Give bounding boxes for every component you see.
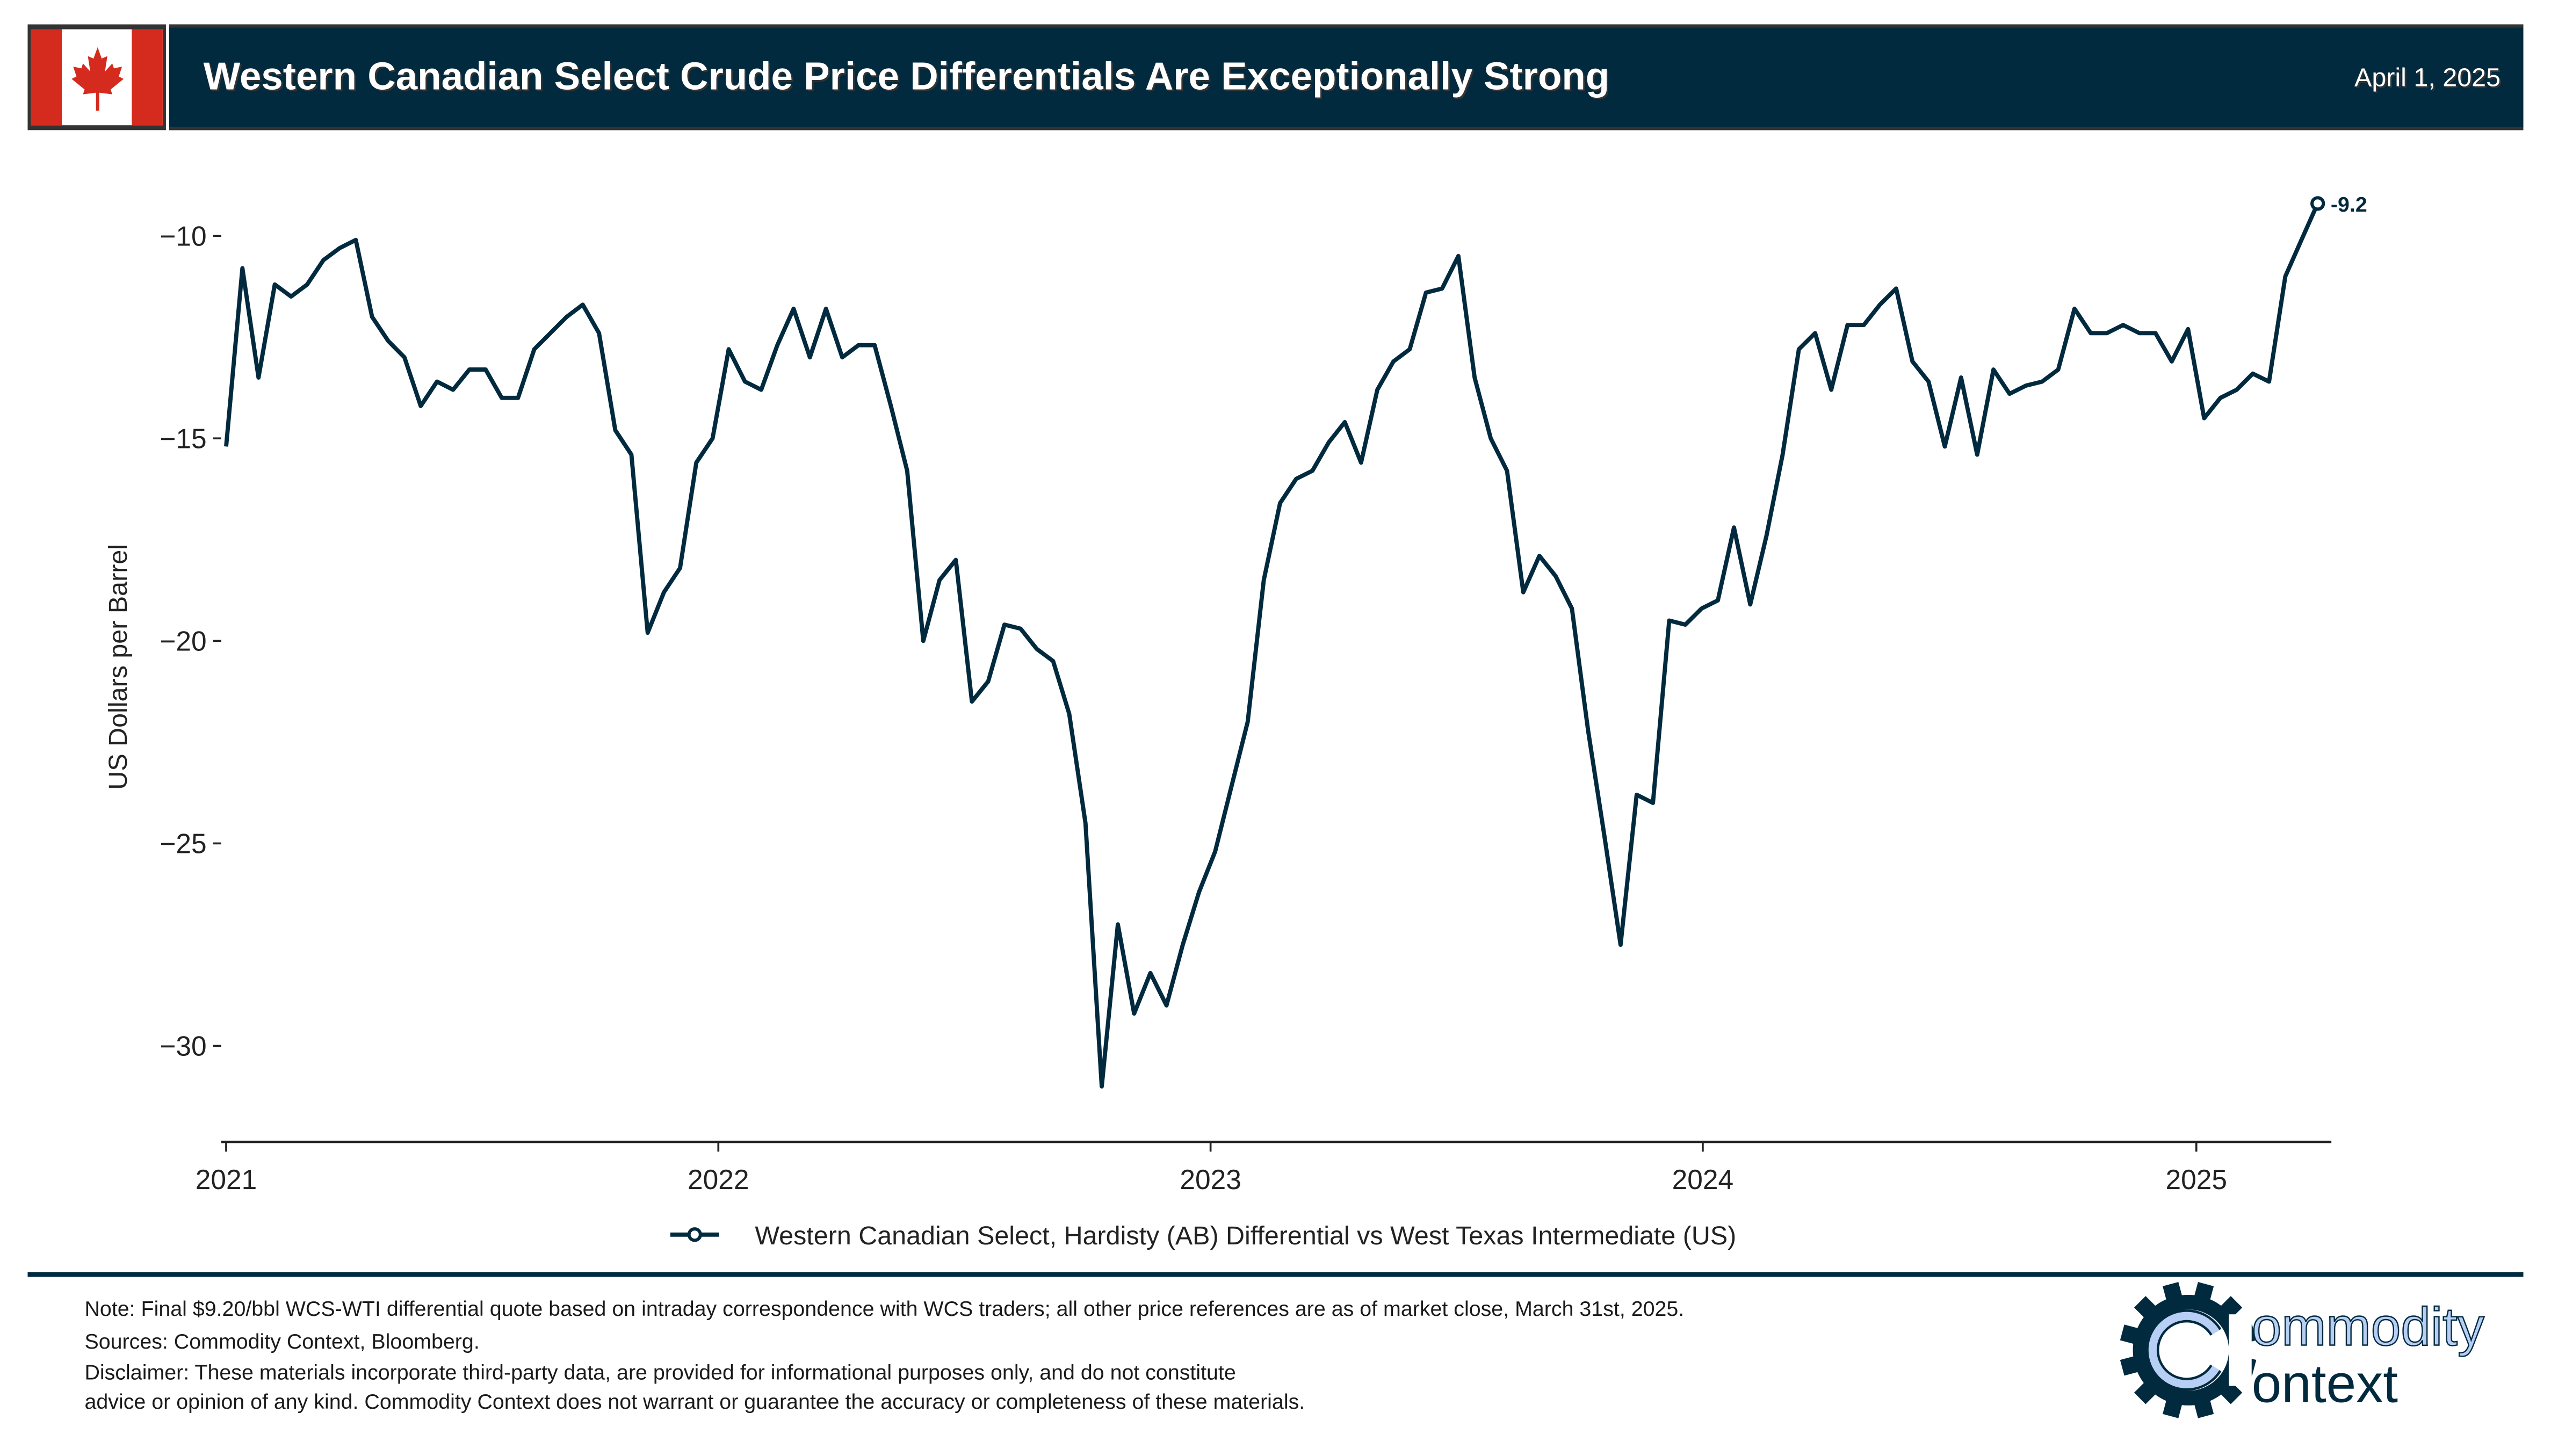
y-tick-label: −10 [160, 220, 206, 251]
logo-text-commodity: ommodity [2252, 1298, 2484, 1357]
y-tick-label: −30 [160, 1031, 206, 1062]
gear-tooth [2163, 1282, 2184, 1305]
gear-tooth [2120, 1354, 2143, 1376]
x-tick-label: 2024 [1672, 1164, 1734, 1195]
x-tick-label: 2025 [2165, 1164, 2227, 1195]
x-tick-label: 2022 [688, 1164, 749, 1195]
gear-tooth [2193, 1395, 2214, 1418]
legend-swatch-marker [687, 1227, 702, 1242]
gear-tooth [2120, 1324, 2143, 1345]
line-chart: −10 −15 −20 −25 −30 2021 2022 2023 2024 2025 US … [104, 193, 2367, 1250]
last-value-marker [2310, 196, 2325, 211]
report-date: April 1, 2025 [2354, 65, 2501, 93]
footer-divider [27, 1272, 2524, 1277]
footer-disclaimer-line2: advice or opinion of any kind. Commodity… [84, 1389, 1305, 1414]
legend-label: Western Canadian Select, Hardisty (AB) D… [755, 1221, 1736, 1250]
title-bar: Western Canadian Select Crude Price Diff… [169, 24, 2524, 131]
commodity-context-logo: ommodity ontext [2120, 1282, 2485, 1418]
gear-tooth [2134, 1296, 2160, 1322]
y-tick-label: −15 [160, 423, 206, 454]
footer-note: Note: Final $9.20/bbl WCS-WTI differenti… [84, 1296, 1685, 1321]
gear-tooth [2217, 1379, 2243, 1404]
x-tick-label: 2023 [1180, 1164, 1241, 1195]
gear-tooth [2163, 1395, 2184, 1418]
gear-tooth [2193, 1282, 2214, 1305]
maple-leaf-icon [71, 47, 124, 111]
logo-text-context: ontext [2252, 1354, 2398, 1414]
y-tick-label: −20 [160, 625, 206, 656]
footer-disclaimer-line1: Disclaimer: These materials incorporate … [84, 1359, 1236, 1385]
x-tick-label: 2021 [196, 1164, 257, 1195]
canada-flag-icon [27, 24, 166, 131]
last-value-label: -9.2 [2331, 193, 2367, 216]
y-tick-label: −25 [160, 828, 206, 859]
legend: Western Canadian Select, Hardisty (AB) D… [670, 1221, 1736, 1250]
page-title: Western Canadian Select Crude Price Diff… [203, 55, 1610, 99]
gear-c-logo-icon [2120, 1282, 2257, 1418]
y-axis-label: US Dollars per Barrel [104, 544, 133, 790]
gear-tooth [2134, 1379, 2160, 1404]
series-line-wcs-differential [224, 202, 2320, 1089]
gear-tooth [2217, 1296, 2243, 1322]
footer-sources: Sources: Commodity Context, Bloomberg. [84, 1329, 480, 1353]
